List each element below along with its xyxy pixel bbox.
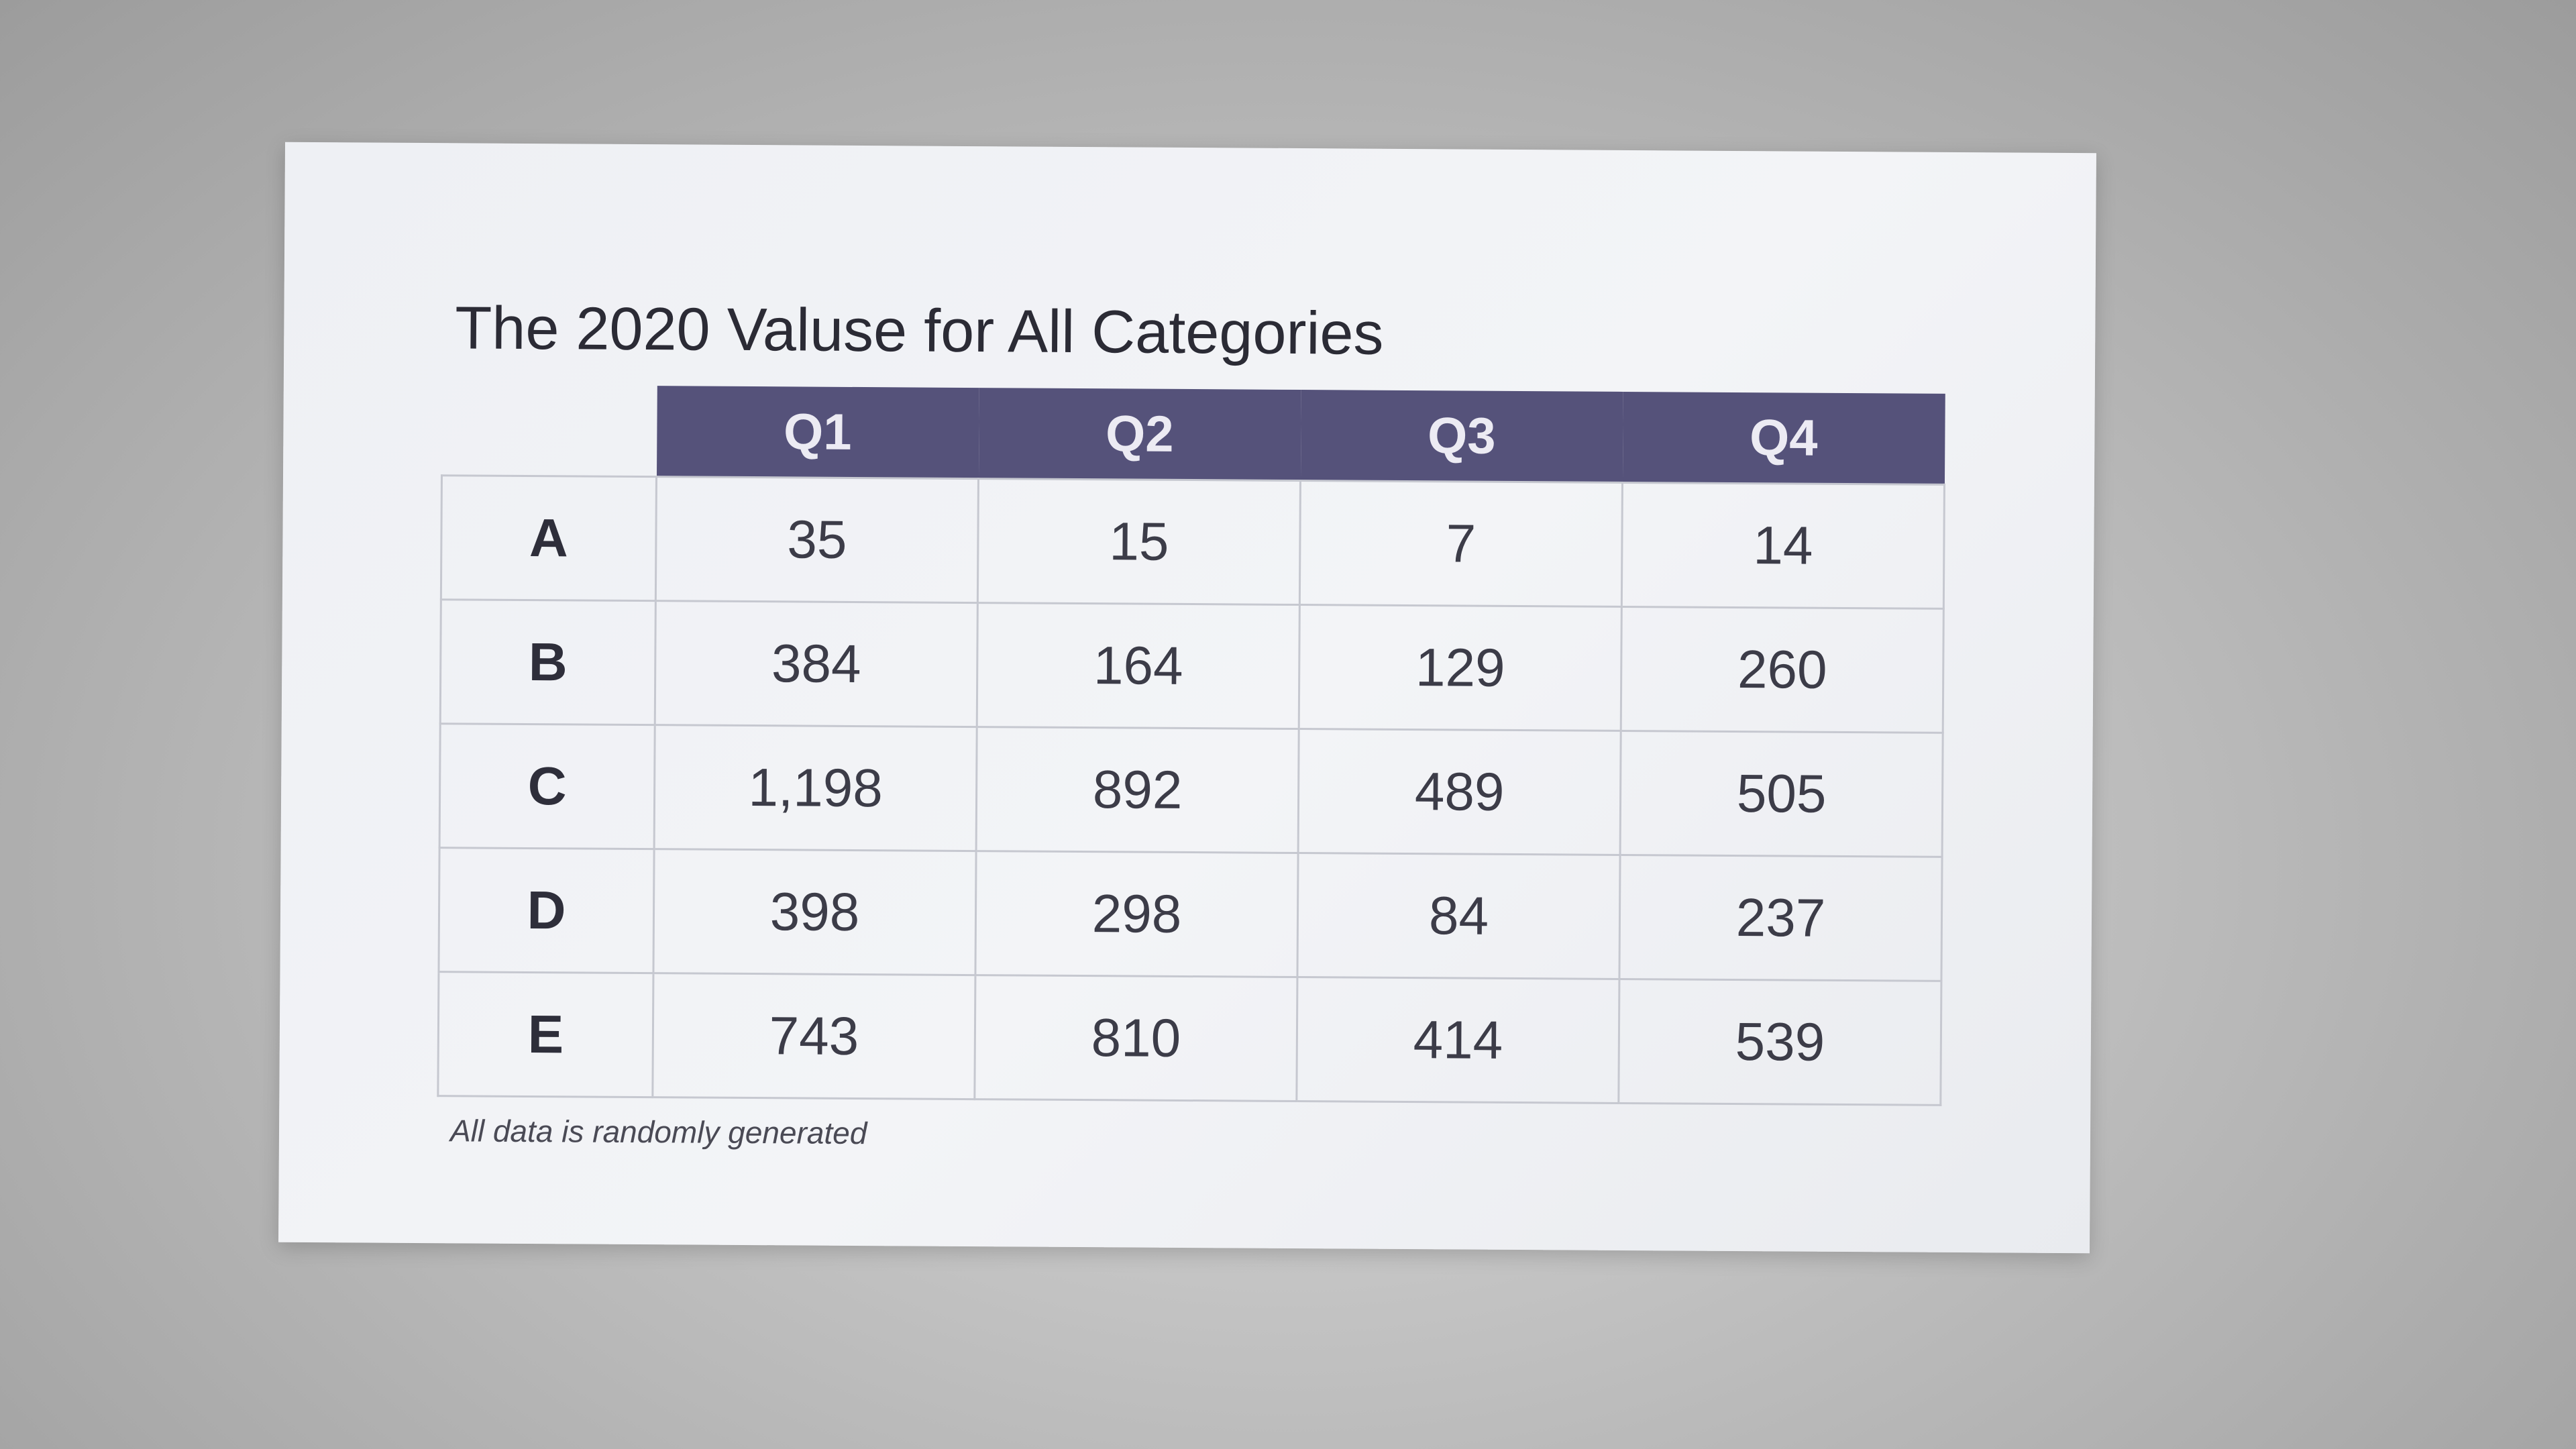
table-cell: 237 — [1619, 855, 1943, 981]
table-row: D 398 298 84 237 — [438, 847, 1943, 981]
table-row: E 743 810 414 539 — [437, 971, 1941, 1106]
table-row: A 35 15 7 14 — [441, 475, 1945, 609]
table-cell: 129 — [1299, 604, 1622, 731]
column-header-q2: Q2 — [978, 388, 1301, 481]
table-cell: 298 — [975, 851, 1299, 977]
table-cell: 35 — [655, 476, 979, 603]
row-label-d: D — [438, 847, 655, 973]
column-header-q4: Q4 — [1622, 391, 1945, 485]
table-cell: 505 — [1620, 731, 1943, 857]
table-cell: 892 — [976, 727, 1299, 853]
header-row: Q1 Q2 Q3 Q4 — [442, 384, 1945, 485]
table-cell: 414 — [1296, 977, 1619, 1104]
column-header-q1: Q1 — [656, 386, 979, 479]
table-body: A 35 15 7 14 B 384 164 129 260 C 1,198 8… — [437, 475, 1945, 1106]
chart-title: The 2020 Valuse for All Categories — [455, 294, 1384, 368]
row-label-b: B — [440, 599, 656, 725]
row-label-e: E — [437, 971, 653, 1097]
table-cell: 260 — [1621, 606, 1944, 733]
table-cell: 398 — [653, 849, 977, 975]
row-label-a: A — [441, 475, 657, 601]
paper-sheet: The 2020 Valuse for All Categories Q1 Q2… — [278, 142, 2096, 1254]
data-table-container: Q1 Q2 Q3 Q4 A 35 15 7 14 B 384 164 — [437, 384, 1945, 1106]
footnote: All data is randomly generated — [449, 1113, 867, 1151]
table-cell: 14 — [1621, 482, 1945, 609]
table-row: B 384 164 129 260 — [440, 599, 1944, 733]
table-cell: 1,198 — [654, 724, 977, 851]
column-header-q3: Q3 — [1300, 390, 1623, 483]
data-table: Q1 Q2 Q3 Q4 A 35 15 7 14 B 384 164 — [437, 384, 1945, 1106]
table-cell: 7 — [1299, 480, 1623, 607]
table-cell: 539 — [1618, 979, 1941, 1106]
table-header: Q1 Q2 Q3 Q4 — [442, 384, 1945, 485]
table-cell: 15 — [977, 478, 1301, 605]
table-cell: 84 — [1297, 853, 1621, 979]
row-label-c: C — [439, 723, 655, 849]
table-cell: 489 — [1298, 729, 1621, 855]
table-cell: 810 — [974, 975, 1297, 1102]
header-corner-cell — [442, 384, 657, 476]
table-row: C 1,198 892 489 505 — [439, 723, 1943, 857]
table-cell: 743 — [652, 973, 975, 1099]
table-cell: 384 — [655, 600, 978, 727]
table-cell: 164 — [977, 602, 1300, 729]
